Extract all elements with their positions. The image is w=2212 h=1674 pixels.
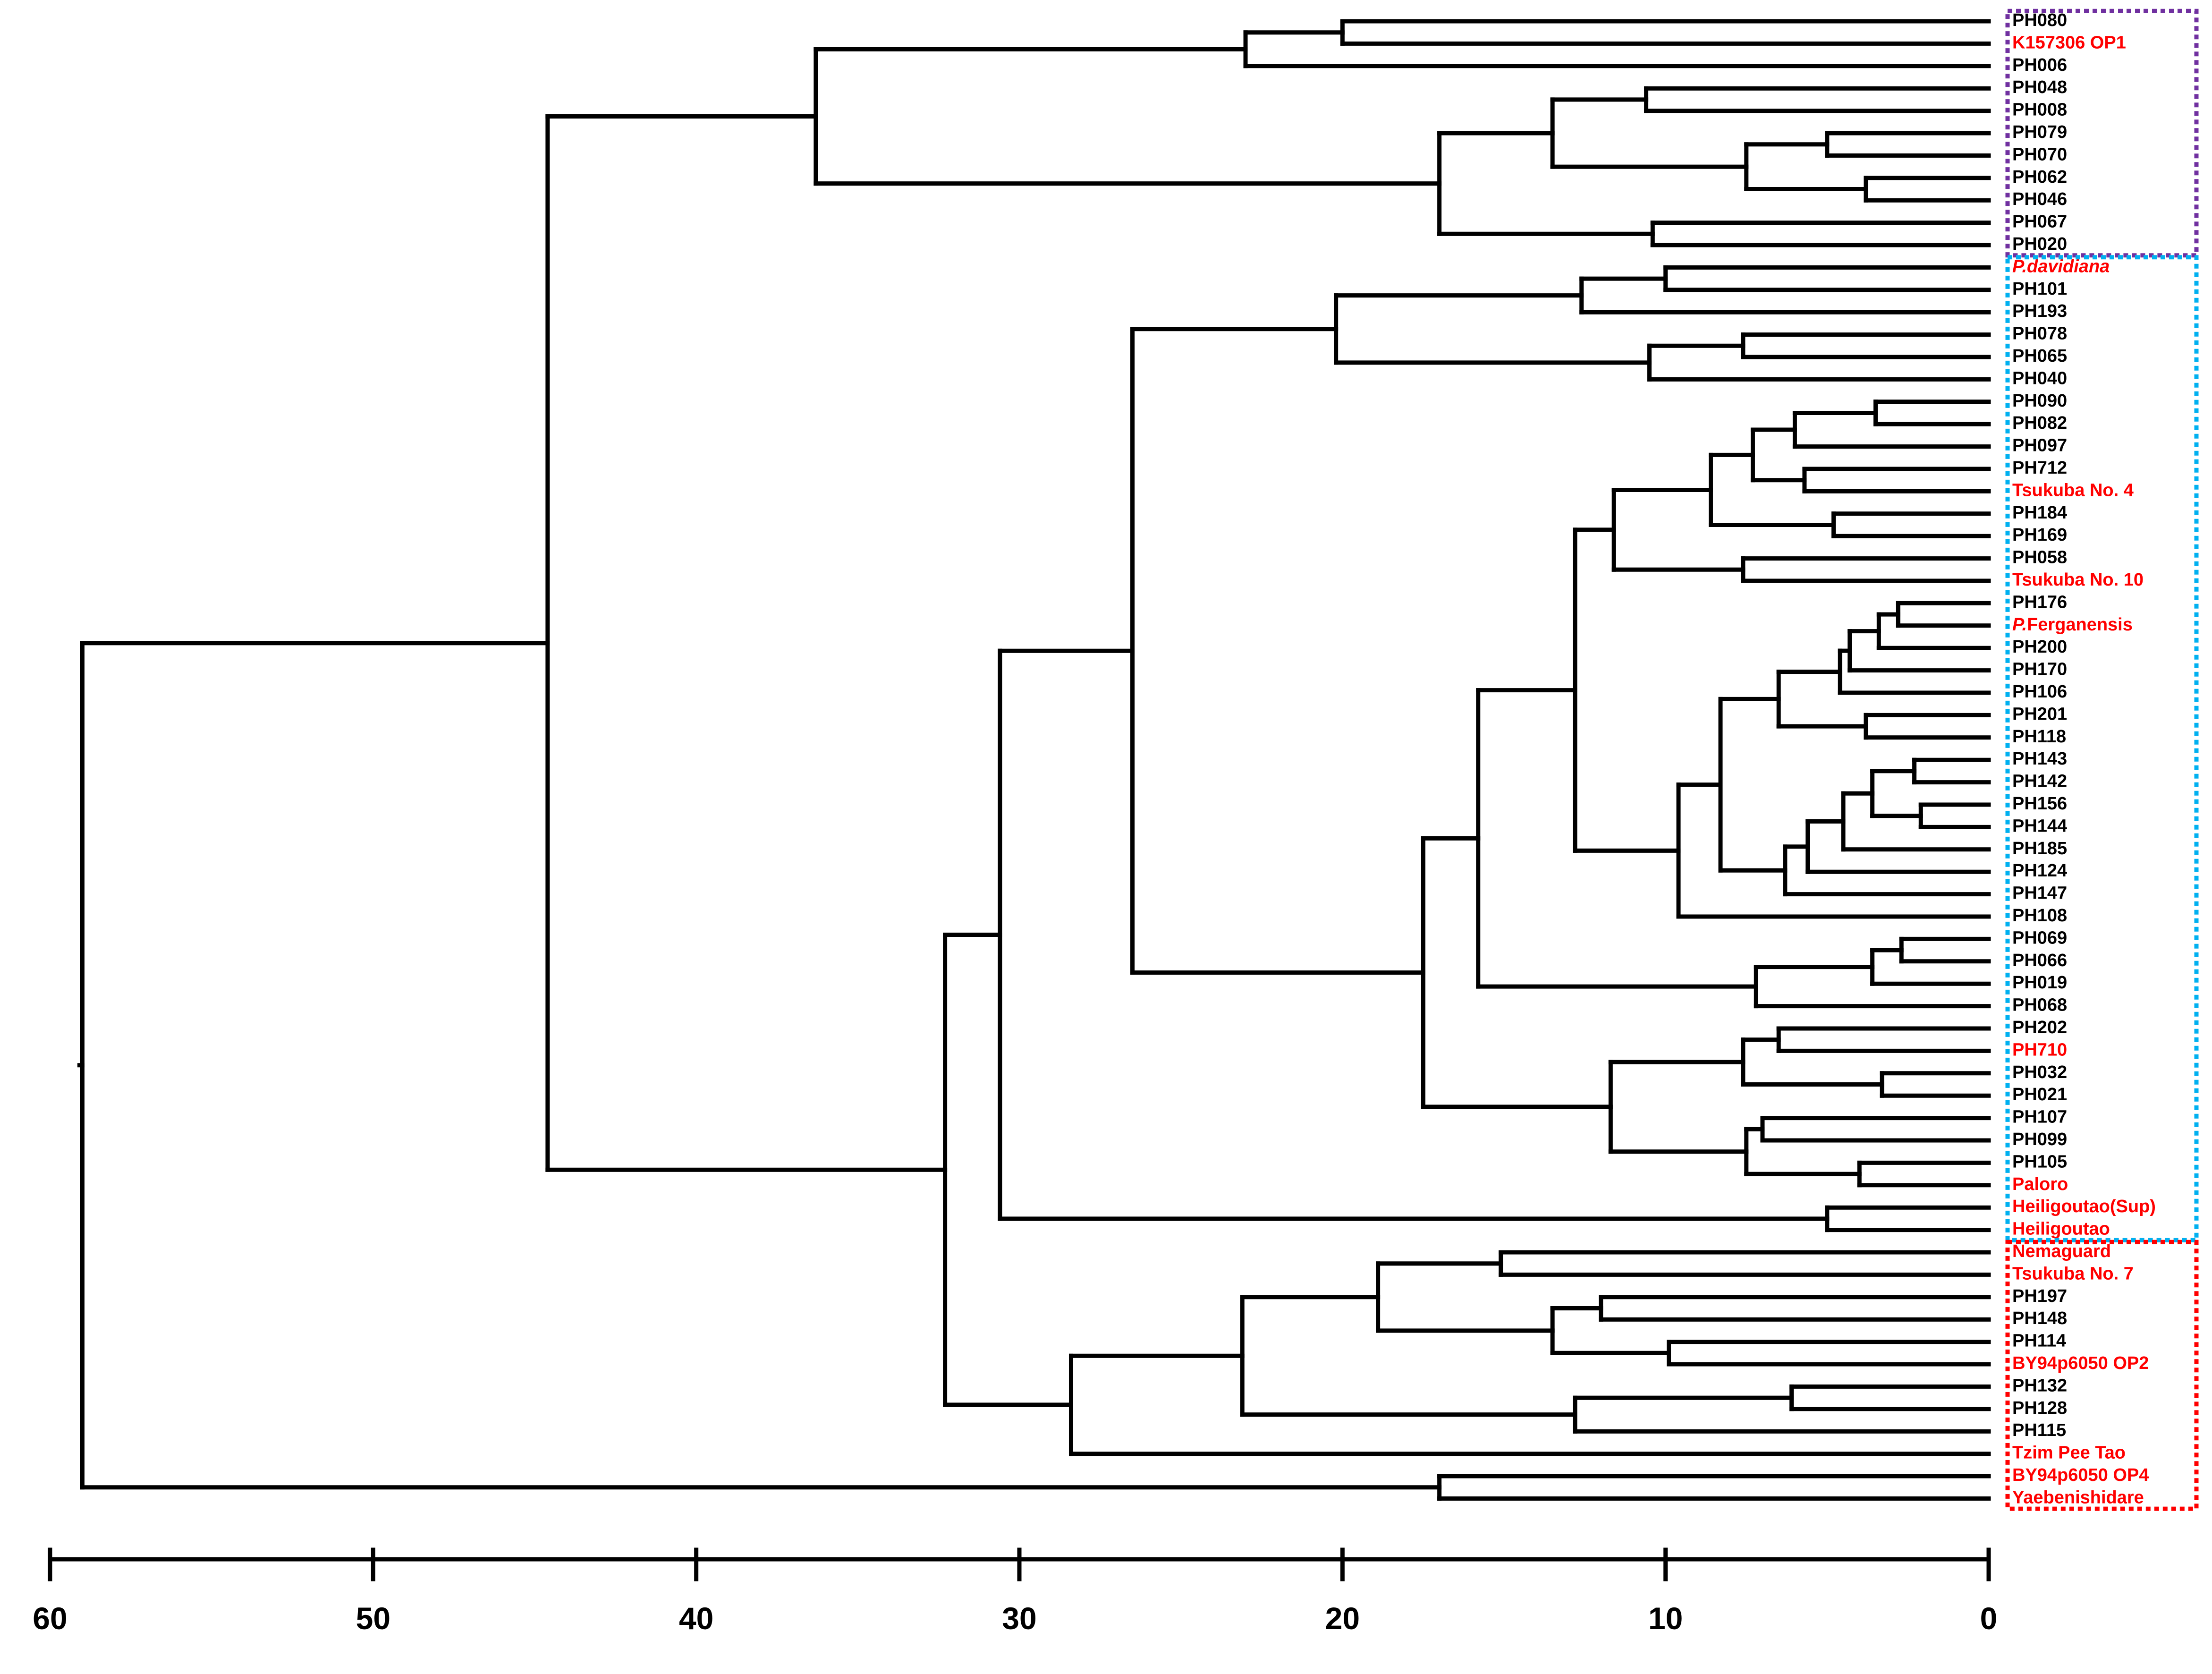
leaf-label: PH132 <box>2012 1376 2067 1395</box>
axis-tick-label: 0 <box>1980 1601 1998 1636</box>
cluster-boxes <box>2005 8 2199 1511</box>
leaf-label: PH176 <box>2012 592 2067 612</box>
group-blue-box <box>2005 255 2199 1242</box>
leaf-label: PH080 <box>2012 10 2067 30</box>
leaf-label: PH710 <box>2012 1040 2067 1060</box>
leaf-label: Heiligoutao(Sup) <box>2012 1197 2156 1216</box>
leaf-label: PH021 <box>2012 1085 2067 1105</box>
leaf-label: PH070 <box>2012 144 2067 164</box>
leaf-label: PH090 <box>2012 391 2067 411</box>
distance-axis: 60 50 40 30 20 10 0 <box>33 1547 1998 1636</box>
leaf-label: BY94p6050 OP4 <box>2012 1465 2149 1485</box>
leaf-label: PH128 <box>2012 1398 2067 1418</box>
leaf-label: PH107 <box>2012 1107 2067 1127</box>
leaf-label: PH058 <box>2012 548 2067 568</box>
leaf-label: PH101 <box>2012 279 2067 299</box>
leaf-label: PH118 <box>2012 727 2066 747</box>
leaf-label: PH046 <box>2012 189 2067 209</box>
leaf-label: PH124 <box>2012 861 2067 881</box>
group-red-box <box>2005 1240 2199 1511</box>
leaf-label: PH082 <box>2012 413 2067 433</box>
leaf-label: PH062 <box>2012 167 2067 187</box>
leaf-label: PH069 <box>2012 928 2067 948</box>
axis-tick-label: 40 <box>679 1601 713 1636</box>
leaf-label: PH105 <box>2012 1152 2067 1172</box>
leaf-label: PH147 <box>2012 884 2067 903</box>
leaf-label: PH068 <box>2012 995 2067 1015</box>
leaf-label: PH079 <box>2012 122 2067 142</box>
leaf-label: PH097 <box>2012 436 2067 456</box>
leaf-label: PH156 <box>2012 794 2067 814</box>
leaf-label: PH065 <box>2012 346 2067 366</box>
leaf-label: PH184 <box>2012 503 2067 523</box>
leaf-label: PH142 <box>2012 772 2067 791</box>
leaf-label: PH106 <box>2012 682 2067 702</box>
leaf-label: PH202 <box>2012 1018 2067 1037</box>
leaf-label: PH048 <box>2012 77 2067 97</box>
leaf-label: PH008 <box>2012 100 2067 120</box>
leaf-label: PH040 <box>2012 368 2067 388</box>
leaf-label: PH020 <box>2012 234 2067 254</box>
leaf-label: P.davidiana <box>2012 256 2110 276</box>
leaf-label: PH143 <box>2012 749 2067 769</box>
tree-branches <box>77 19 1991 1501</box>
leaf-label: PH108 <box>2012 906 2067 926</box>
leaf-label: PH170 <box>2012 660 2067 680</box>
leaf-label: PH193 <box>2012 301 2067 321</box>
leaf-label: PH115 <box>2012 1420 2066 1440</box>
leaf-label: PH197 <box>2012 1286 2067 1306</box>
leaf-label: P.Ferganensis <box>2012 615 2133 635</box>
leaf-label: PH066 <box>2012 951 2067 970</box>
leaf-label: Heiligoutao <box>2012 1219 2110 1239</box>
leaf-label: Nemaguard <box>2012 1241 2111 1261</box>
axis-tick-label: 10 <box>1648 1601 1683 1636</box>
leaf-label: Yaebenishidare <box>2012 1487 2144 1507</box>
leaf-label: PH200 <box>2012 637 2067 657</box>
leaf-label: K157306 OP1 <box>2012 33 2126 52</box>
leaf-label: BY94p6050 OP2 <box>2012 1353 2149 1373</box>
leaf-label: PH144 <box>2012 816 2067 836</box>
leaf-label: PH032 <box>2012 1062 2067 1082</box>
leaf-label: PH169 <box>2012 525 2067 545</box>
leaf-label: Tsukuba No. 10 <box>2012 570 2144 590</box>
leaf-label: PH185 <box>2012 839 2067 858</box>
axis-tick-label: 30 <box>1002 1601 1036 1636</box>
leaf-label: PH201 <box>2012 704 2067 724</box>
leaf-label: PH078 <box>2012 324 2067 344</box>
leaf-label: Paloro <box>2012 1174 2068 1194</box>
leaf-label: PH067 <box>2012 212 2067 232</box>
leaf-label: PH114 <box>2012 1331 2066 1351</box>
leaf-label: PH099 <box>2012 1130 2067 1149</box>
leaf-label: PH019 <box>2012 973 2067 993</box>
leaf-label: Tzim Pee Tao <box>2012 1443 2126 1463</box>
axis-tick-label: 50 <box>356 1601 390 1636</box>
axis-tick-label: 60 <box>33 1601 67 1636</box>
leaf-label: PH148 <box>2012 1309 2067 1328</box>
leaf-label: Tsukuba No. 7 <box>2012 1264 2134 1283</box>
axis-tick-label: 20 <box>1325 1601 1360 1636</box>
leaf-label: PH006 <box>2012 55 2067 75</box>
leaf-label: Tsukuba No. 4 <box>2012 480 2134 500</box>
leaf-label: PH712 <box>2012 458 2067 478</box>
